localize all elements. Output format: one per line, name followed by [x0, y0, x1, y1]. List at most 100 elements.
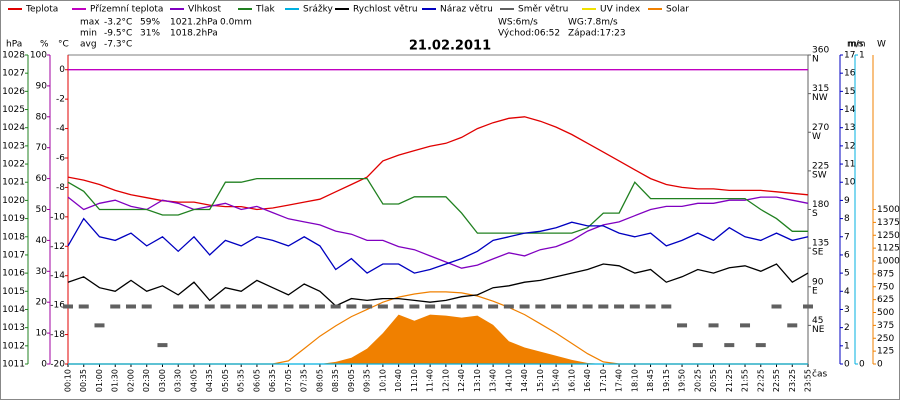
wind-direction-mark [629, 304, 640, 309]
y-tick-label: 7 [844, 232, 850, 242]
x-tick-label: 11:10 [410, 369, 419, 392]
x-tick-label: 02:00 [126, 369, 135, 392]
x-tick-label: 01:30 [111, 369, 120, 392]
legend-label: Směr větru [518, 5, 568, 15]
x-tick-label: 08:35 [331, 369, 340, 392]
y-tick-label: 225 [812, 161, 829, 171]
y-tick-label: SE [812, 248, 824, 258]
x-tick-label: 00:10 [64, 369, 73, 392]
y-tick-label: W [812, 132, 821, 142]
wind-direction-mark [377, 304, 388, 309]
y-tick-label: 12 [844, 141, 855, 151]
x-tick-label: 02:30 [142, 369, 151, 392]
solar-area [68, 314, 808, 364]
y-tick-label: 750 [877, 282, 894, 292]
y-tick-label: 8 [844, 214, 850, 224]
annotation: WG:7.8m/s [568, 18, 618, 28]
y-tick-label: -18 [50, 330, 65, 340]
y-tick-label: -8 [56, 183, 65, 193]
stat-value: 59% [140, 18, 160, 28]
y-tick-label: -2 [56, 95, 65, 105]
y-tick-label: NW [812, 93, 828, 103]
y-tick-label: 0 [877, 360, 883, 370]
legend-label: UV index [600, 5, 641, 15]
wind-direction-mark [724, 343, 735, 348]
stat-label: avg [80, 40, 97, 50]
y-tick-label: 1000 [877, 257, 900, 267]
x-tick-label: 06:35 [268, 369, 277, 392]
x-tick-label: 20:55 [709, 369, 718, 392]
y-tick-label: 90 [36, 81, 48, 91]
series-line [67, 116, 809, 211]
wind-direction-mark [787, 323, 798, 328]
y-tick-label: 1125 [877, 244, 900, 254]
y-tick-label: 1017 [2, 250, 25, 260]
y-tick-label: 125 [877, 347, 894, 357]
y-tick-label: 14 [844, 105, 856, 115]
y-tick-label: 1023 [2, 141, 25, 151]
y-tick-label: 1012 [2, 341, 25, 351]
wind-direction-mark [771, 304, 782, 309]
y-tick-label: 1024 [2, 123, 25, 133]
y-tick-label: 1019 [2, 214, 25, 224]
wind-direction-mark [362, 304, 373, 309]
legend-label: Vlhkost [188, 5, 221, 15]
wind-direction-mark [677, 323, 688, 328]
x-tick-label: 17:10 [599, 369, 608, 392]
y-tick-label: 1014 [2, 305, 25, 315]
axis-unit: W [877, 40, 886, 50]
axis-unit: hPa [6, 40, 22, 50]
x-tick-label: 23:25 [788, 369, 797, 392]
legend-label: Rychlost větru [353, 5, 418, 15]
y-tick-label: 1021 [2, 178, 25, 188]
y-tick-label: 180 [812, 200, 829, 210]
y-tick-label: 500 [877, 308, 894, 318]
wind-direction-mark [488, 304, 499, 309]
legend-label: Teplota [25, 5, 58, 15]
y-tick-label: 4 [844, 287, 850, 297]
legend-label: Přízemní teplota [90, 5, 163, 15]
axis-unit: % [40, 40, 49, 50]
y-tick-label: 70 [36, 143, 48, 153]
y-tick-label: 16 [844, 69, 856, 79]
y-tick-label: 315 [812, 84, 829, 94]
x-tick-label: 14:40 [520, 369, 529, 392]
wind-direction-mark [63, 304, 73, 309]
x-tick-label: 19:50 [678, 369, 687, 392]
stat-label: min [80, 29, 97, 39]
wind-direction-mark [566, 304, 577, 309]
wind-direction-mark [346, 304, 357, 309]
wind-direction-mark [425, 304, 436, 309]
series-line [67, 196, 809, 269]
x-tick-label: 05:35 [237, 369, 246, 392]
y-tick-label: 80 [36, 112, 48, 122]
y-tick-label: 15 [844, 87, 855, 97]
series-line [67, 217, 809, 274]
wind-direction-mark [157, 343, 168, 348]
legend-label: Tlak [255, 5, 276, 15]
x-axis-label: čas [812, 369, 827, 380]
y-tick-label: 1016 [2, 269, 25, 279]
stat-value: 1021.2hPa [170, 18, 218, 28]
y-tick-label: 100 [30, 51, 47, 61]
x-tick-label: 16:10 [567, 369, 576, 392]
x-tick-label: 21:55 [741, 369, 750, 392]
series-line [67, 263, 809, 307]
x-tick-label: 07:35 [300, 369, 309, 392]
wind-direction-mark [94, 323, 105, 328]
y-tick-label: 1027 [2, 69, 25, 79]
y-tick-label: 0 [41, 360, 47, 370]
wind-direction-mark [503, 304, 514, 309]
wind-direction-mark [330, 304, 341, 309]
x-tick-label: 00:35 [79, 369, 88, 392]
wind-direction-mark [267, 304, 278, 309]
y-tick-label: 5 [844, 269, 850, 279]
wind-direction-mark [125, 304, 136, 309]
axis-unit: m/s [847, 40, 864, 50]
y-tick-label: 875 [877, 269, 894, 279]
wind-direction-mark [661, 304, 672, 309]
y-tick-label: 1 [844, 341, 850, 351]
wind-direction-mark [251, 304, 262, 309]
annotation: WS:6m/s [498, 18, 538, 28]
